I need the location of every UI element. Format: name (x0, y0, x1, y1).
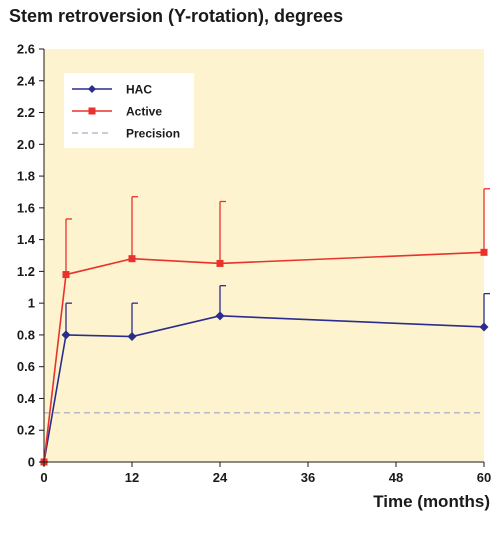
x-tick-label: 60 (477, 470, 491, 485)
series-active (40, 188, 490, 466)
series-hac (39, 285, 490, 467)
data-point-active (480, 248, 488, 256)
legend-label-precision: Precision (126, 127, 180, 141)
x-tick-label: 12 (125, 470, 139, 485)
y-tick-label: 0.6 (17, 359, 35, 374)
y-tick-label: 2.0 (17, 137, 35, 152)
data-point-hac (215, 311, 225, 321)
data-point-hac (127, 332, 137, 342)
y-tick-label: 1.8 (17, 169, 35, 184)
y-tick-label: 2.6 (17, 42, 35, 57)
data-point-hac (61, 330, 71, 340)
data-point-active (62, 271, 70, 279)
x-tick-label: 36 (301, 470, 315, 485)
y-tick-label: 0.2 (17, 423, 35, 438)
y-tick-label: 0.8 (17, 327, 35, 342)
x-tick-label: 24 (213, 470, 228, 485)
y-tick-label: 0.4 (17, 391, 36, 406)
series-layer (39, 188, 490, 467)
x-tick-label: 0 (40, 470, 47, 485)
data-point-active (128, 255, 136, 263)
y-tick-label: 2.4 (17, 73, 36, 88)
y-tick-label: 1.4 (17, 232, 36, 247)
y-tick-label: 1 (28, 296, 35, 311)
legend-marker-active (88, 107, 96, 115)
legend: HAC Active Precision (64, 73, 194, 148)
y-tick-label: 0 (28, 455, 35, 470)
chart-title: Stem retroversion (Y-rotation), degrees (9, 6, 344, 26)
data-point-active (216, 259, 224, 267)
legend-label-hac: HAC (126, 83, 152, 97)
x-axis-title: Time (months) (373, 492, 490, 511)
y-tick-label: 1.6 (17, 200, 35, 215)
x-tick-label: 48 (389, 470, 403, 485)
y-tick-label: 1.2 (17, 264, 35, 279)
legend-label-active: Active (126, 105, 162, 119)
data-point-hac (479, 322, 489, 332)
axes: 0 0.2 0.4 0.6 0.8 1 1.2 1.4 1.6 1.8 2.0 2.2 2.4 2.6 0 1… (17, 42, 491, 486)
legend-marker-hac (88, 85, 96, 93)
y-tick-label: 2.2 (17, 105, 35, 120)
